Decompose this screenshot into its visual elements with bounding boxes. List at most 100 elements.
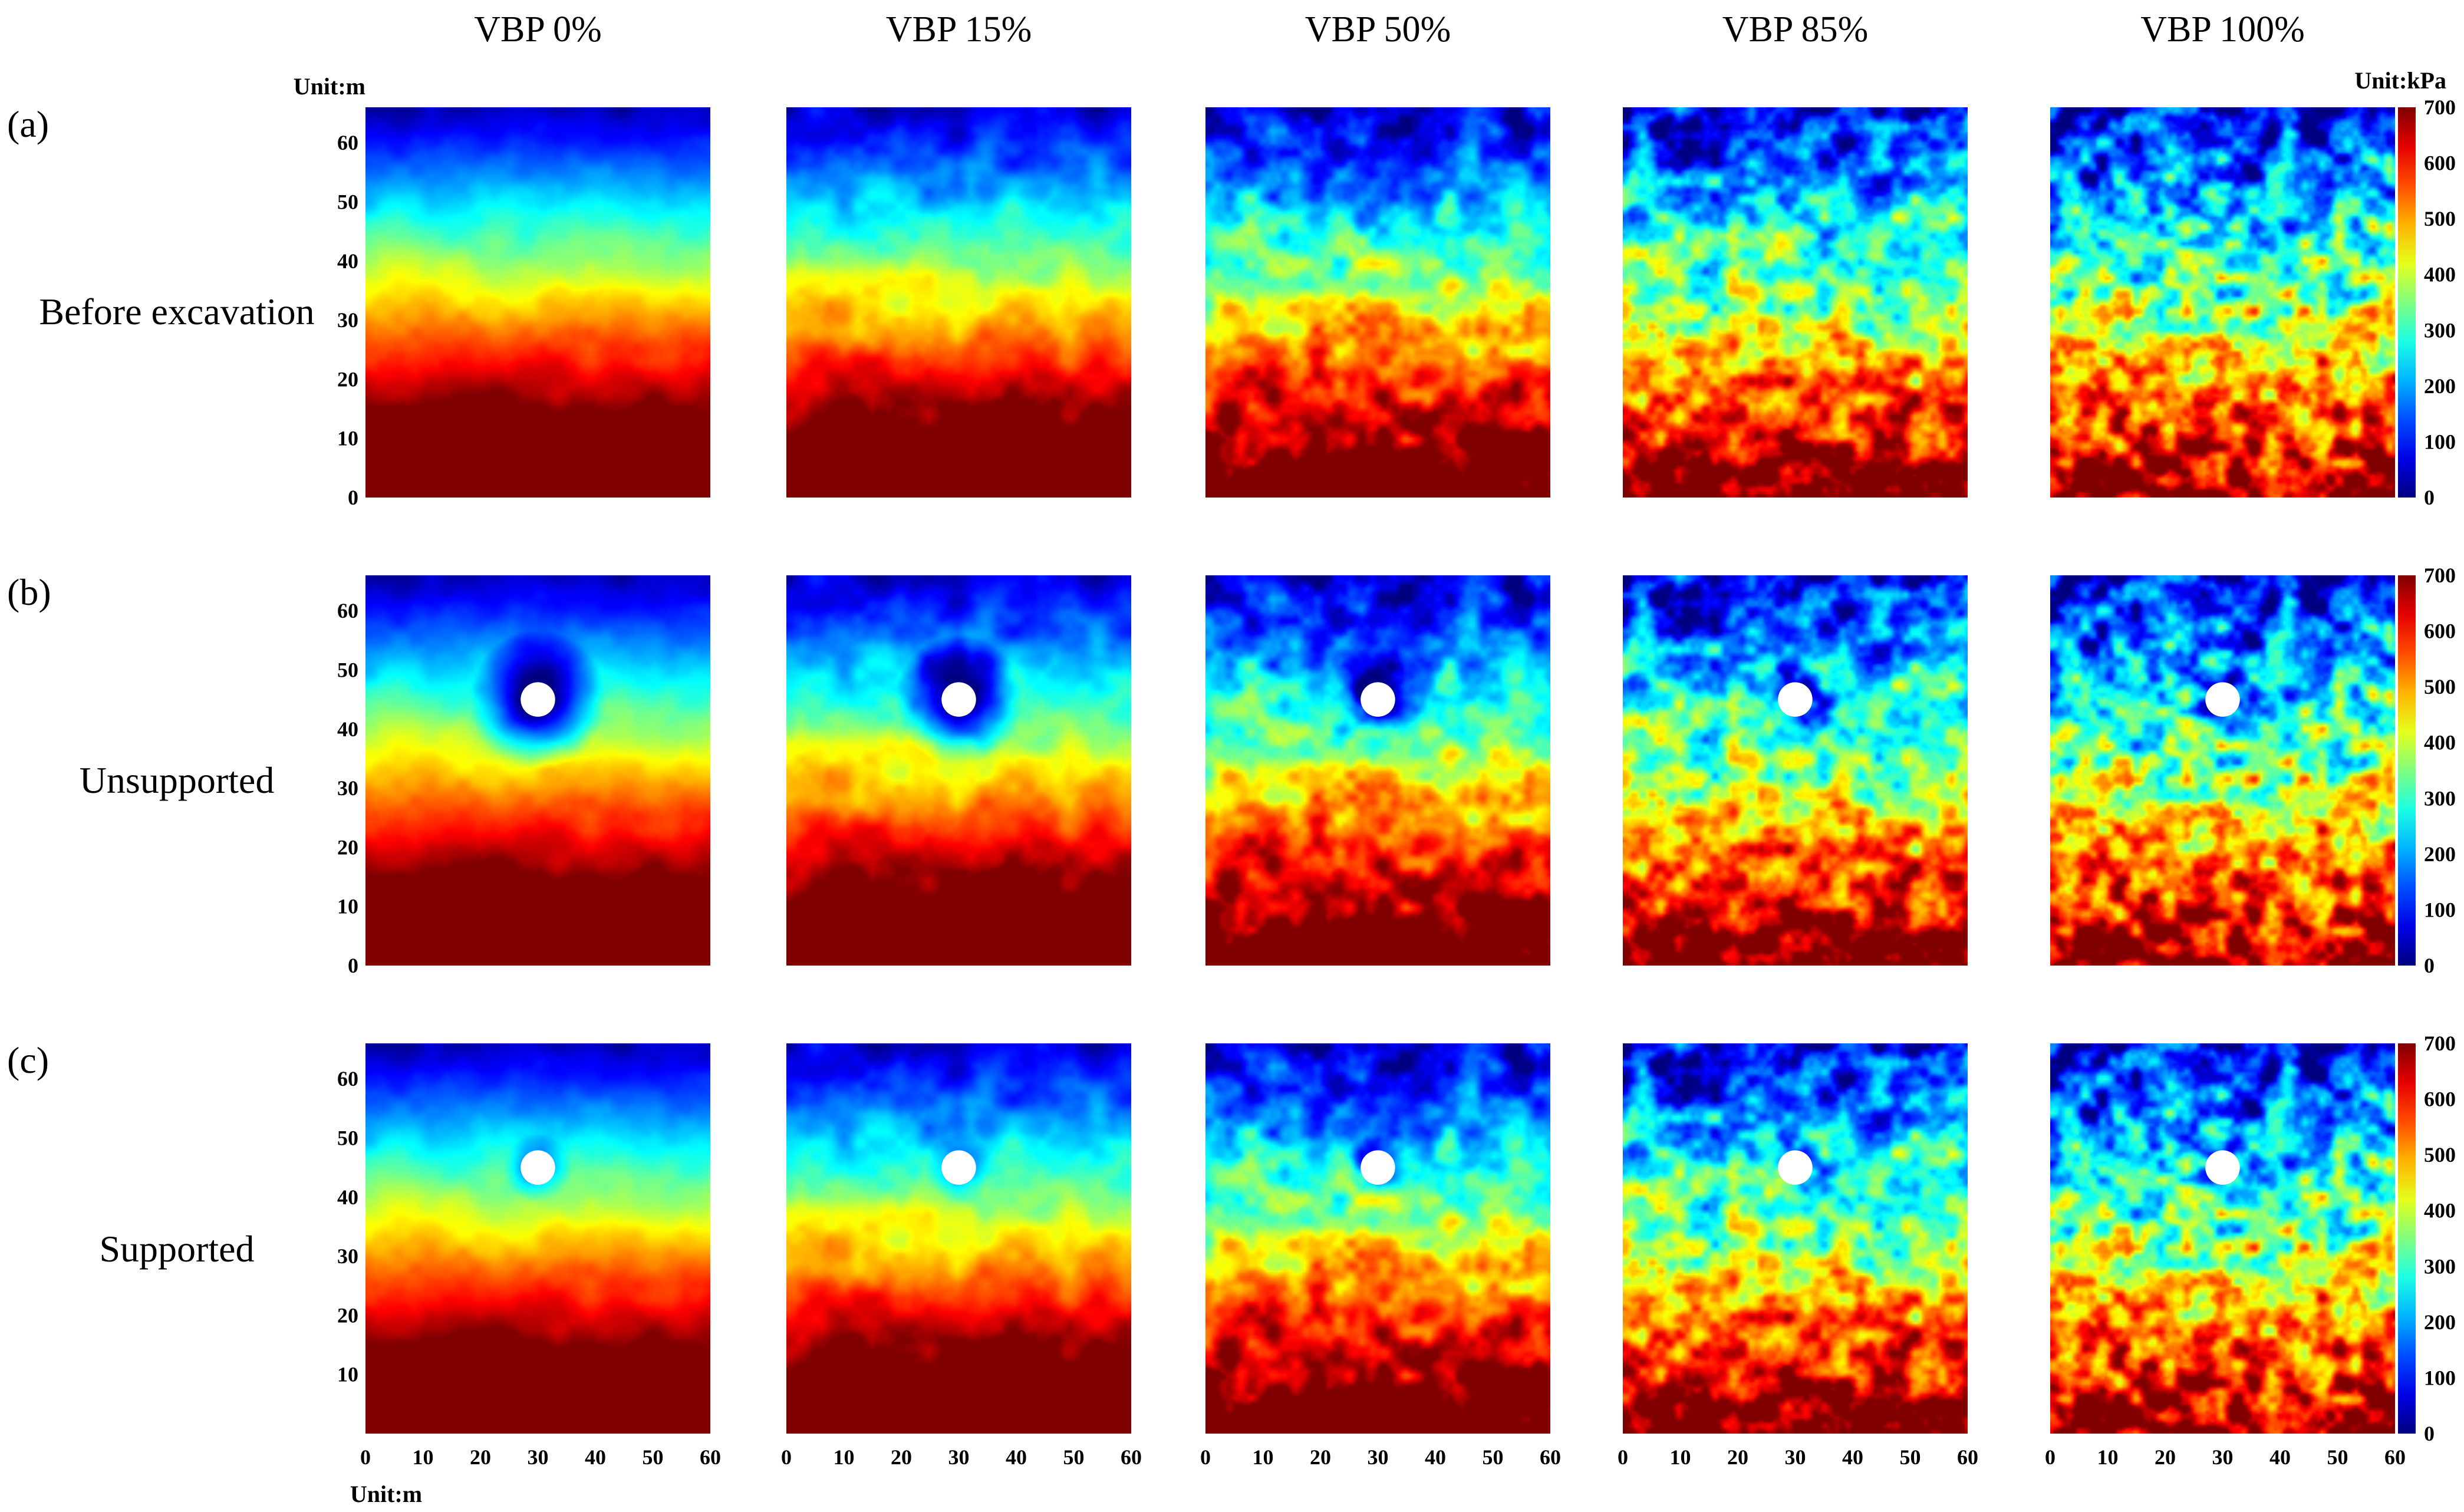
stress-field-panel bbox=[365, 575, 710, 966]
x-tick-label: 60 bbox=[700, 1445, 721, 1469]
x-tick-label: 40 bbox=[1006, 1445, 1027, 1469]
x-tick-label: 20 bbox=[1727, 1445, 1748, 1469]
x-tick-label: 10 bbox=[1253, 1445, 1274, 1469]
colorbar-unit-label: Unit:kPa bbox=[2354, 67, 2446, 94]
y-tick-label: 10 bbox=[337, 427, 358, 450]
column-title: VBP 85% bbox=[1722, 9, 1868, 50]
colorbar-tick-label: 500 bbox=[2424, 675, 2456, 699]
y-tick-label: 50 bbox=[337, 658, 358, 681]
colorbar bbox=[2398, 107, 2416, 498]
x-tick-label: 30 bbox=[1368, 1445, 1389, 1469]
y-tick-label: 60 bbox=[337, 599, 358, 622]
tunnel-opening bbox=[1778, 1150, 1813, 1185]
x-tick-label: 50 bbox=[1483, 1445, 1504, 1469]
tunnel-opening bbox=[2205, 682, 2240, 717]
row-label: Before excavation bbox=[39, 291, 314, 332]
x-unit-label: Unit:m bbox=[350, 1481, 422, 1507]
tunnel-opening bbox=[521, 682, 555, 717]
tunnel-opening bbox=[941, 682, 976, 717]
x-tick-label: 60 bbox=[1540, 1445, 1561, 1469]
row-label: Unsupported bbox=[80, 759, 275, 801]
x-tick-label: 50 bbox=[2327, 1445, 2348, 1469]
x-tick-label: 0 bbox=[1200, 1445, 1211, 1469]
row-letter: (c) bbox=[7, 1039, 49, 1081]
x-tick-label: 10 bbox=[1670, 1445, 1691, 1469]
colorbar-tick-label: 0 bbox=[2424, 486, 2435, 509]
colorbar-tick-label: 100 bbox=[2424, 898, 2456, 921]
y-tick-label: 20 bbox=[337, 835, 358, 859]
stress-field-panel bbox=[365, 1043, 710, 1434]
x-tick-label: 50 bbox=[1900, 1445, 1921, 1469]
stress-field-panel bbox=[1623, 1043, 1968, 1434]
tunnel-opening bbox=[1778, 682, 1813, 717]
colorbar-tick-label: 400 bbox=[2424, 731, 2456, 755]
x-tick-label: 0 bbox=[360, 1445, 371, 1469]
y-tick-label: 40 bbox=[337, 249, 358, 273]
x-tick-label: 0 bbox=[781, 1445, 792, 1469]
colorbar-tick-label: 300 bbox=[2424, 318, 2456, 342]
colorbar bbox=[2398, 575, 2416, 966]
x-tick-label: 30 bbox=[1785, 1445, 1806, 1469]
y-tick-label: 0 bbox=[348, 954, 358, 977]
colorbar-tick-label: 100 bbox=[2424, 1366, 2456, 1389]
y-tick-label: 30 bbox=[337, 776, 358, 800]
tunnel-opening bbox=[941, 1150, 976, 1185]
colorbar-tick-label: 700 bbox=[2424, 564, 2456, 587]
x-tick-label: 60 bbox=[1121, 1445, 1142, 1469]
y-tick-label: 30 bbox=[337, 1244, 358, 1268]
x-tick-label: 10 bbox=[834, 1445, 855, 1469]
y-tick-label: 50 bbox=[337, 1126, 358, 1149]
x-tick-label: 40 bbox=[1425, 1445, 1446, 1469]
y-tick-label: 10 bbox=[337, 1363, 358, 1386]
y-tick-label: 0 bbox=[348, 486, 358, 509]
y-tick-label: 40 bbox=[337, 1185, 358, 1209]
row-letter: (b) bbox=[7, 571, 51, 613]
colorbar-tick-label: 600 bbox=[2424, 151, 2456, 175]
tunnel-opening bbox=[521, 1150, 555, 1185]
colorbar-tick-label: 200 bbox=[2424, 1310, 2456, 1334]
colorbar-tick-label: 500 bbox=[2424, 1143, 2456, 1167]
row-letter: (a) bbox=[7, 103, 49, 145]
column-title: VBP 15% bbox=[886, 9, 1032, 50]
stress-field-panel bbox=[786, 575, 1131, 966]
colorbar-tick-label: 300 bbox=[2424, 786, 2456, 810]
colorbar-tick-label: 700 bbox=[2424, 95, 2456, 119]
stress-field-panel bbox=[1205, 107, 1550, 498]
y-tick-label: 30 bbox=[337, 308, 358, 332]
row-label: Supported bbox=[99, 1228, 254, 1270]
column-title: VBP 0% bbox=[474, 9, 601, 50]
colorbar-tick-label: 200 bbox=[2424, 374, 2456, 398]
y-tick-label: 50 bbox=[337, 190, 358, 213]
stress-field-panel bbox=[786, 1043, 1131, 1434]
y-unit-label: Unit:m bbox=[294, 73, 365, 100]
colorbar-tick-label: 0 bbox=[2424, 954, 2435, 977]
x-tick-label: 50 bbox=[643, 1445, 664, 1469]
colorbar-tick-label: 600 bbox=[2424, 620, 2456, 643]
x-tick-label: 10 bbox=[413, 1445, 434, 1469]
stress-field-panel bbox=[365, 107, 710, 498]
column-title: VBP 100% bbox=[2140, 9, 2304, 50]
x-tick-label: 50 bbox=[1063, 1445, 1085, 1469]
stress-field-panel bbox=[2050, 107, 2395, 498]
stress-field-panel bbox=[2050, 1043, 2395, 1434]
column-title: VBP 50% bbox=[1305, 9, 1451, 50]
colorbar-tick-label: 400 bbox=[2424, 263, 2456, 286]
colorbar-tick-label: 200 bbox=[2424, 842, 2456, 866]
x-tick-label: 0 bbox=[1618, 1445, 1628, 1469]
tunnel-opening bbox=[2205, 1150, 2240, 1185]
y-tick-label: 20 bbox=[337, 367, 358, 391]
x-tick-label: 40 bbox=[585, 1445, 606, 1469]
tunnel-opening bbox=[1361, 682, 1395, 717]
colorbar bbox=[2398, 1043, 2416, 1434]
x-tick-label: 30 bbox=[2212, 1445, 2234, 1469]
colorbar-tick-label: 300 bbox=[2424, 1254, 2456, 1278]
stress-field-panel bbox=[1623, 107, 1968, 498]
colorbar-tick-label: 500 bbox=[2424, 207, 2456, 230]
colorbar-tick-label: 400 bbox=[2424, 1199, 2456, 1223]
stress-field-panel bbox=[1205, 575, 1550, 966]
colorbar-tick-label: 100 bbox=[2424, 430, 2456, 453]
x-tick-label: 20 bbox=[470, 1445, 491, 1469]
x-tick-label: 30 bbox=[528, 1445, 549, 1469]
stress-field-panel bbox=[2050, 575, 2395, 966]
